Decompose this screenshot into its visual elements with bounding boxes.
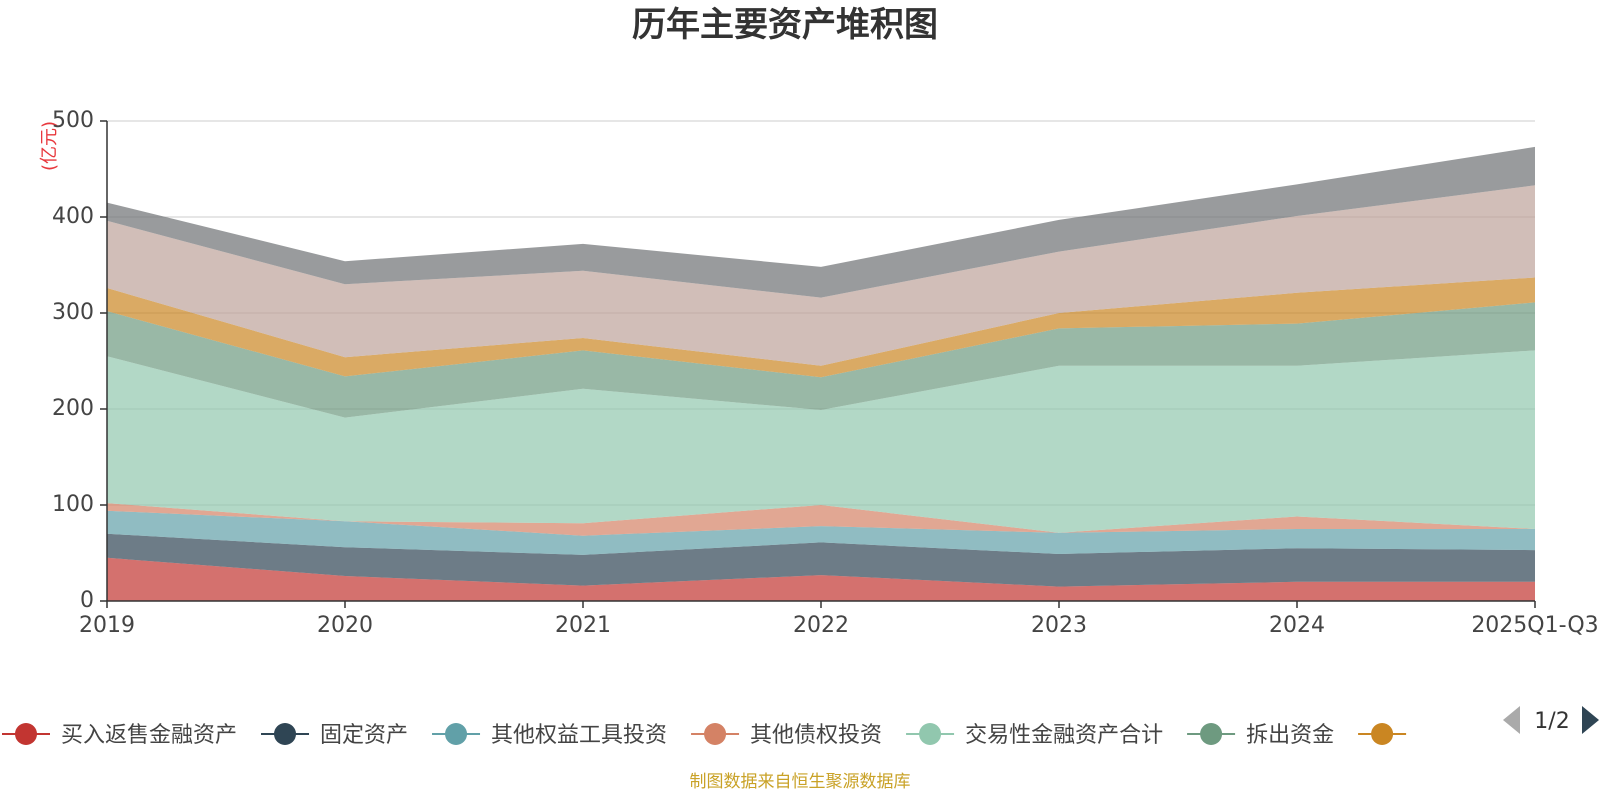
x-tick-label-1: 2020 bbox=[317, 613, 373, 638]
legend-marker-5 bbox=[1200, 723, 1223, 745]
y-axis-unit: (亿元) bbox=[39, 121, 60, 171]
legend-label-4: 交易性金融资产合计 bbox=[965, 723, 1163, 748]
x-axis-ticks: 2019 2020 2021 2022 2023 2024 2025Q1-Q3 bbox=[79, 601, 1599, 638]
legend-pager: 1/2 bbox=[1503, 706, 1599, 734]
legend-item-0[interactable]: 买入返售金融资产 bbox=[2, 723, 237, 748]
area-series-4 bbox=[107, 350, 1535, 533]
legend-item-3[interactable]: 其他债权投资 bbox=[691, 723, 882, 748]
area-series-7 bbox=[107, 185, 1535, 366]
legend-label-2: 其他权益工具投资 bbox=[491, 723, 667, 748]
area-series-5 bbox=[107, 302, 1535, 418]
x-tick-label-4: 2023 bbox=[1031, 613, 1087, 638]
legend-item-2[interactable]: 其他权益工具投资 bbox=[432, 723, 667, 748]
x-tick-label-0: 2019 bbox=[79, 613, 135, 638]
x-tick-label-3: 2022 bbox=[793, 613, 849, 638]
legend-marker-4 bbox=[919, 723, 942, 745]
x-tick-label-5: 2024 bbox=[1269, 613, 1325, 638]
legend-marker-6 bbox=[1371, 723, 1394, 745]
area-series-3 bbox=[107, 503, 1535, 536]
y-axis-ticks: 0 100 200 300 400 500 bbox=[52, 108, 107, 613]
legend-label-0: 买入返售金融资产 bbox=[61, 723, 237, 748]
y-tick-label-4: 400 bbox=[52, 204, 94, 229]
chart-title: 历年主要资产堆积图 bbox=[632, 5, 938, 45]
legend-item-4[interactable]: 交易性金融资产合计 bbox=[906, 723, 1163, 748]
area-series-2 bbox=[107, 510, 1535, 555]
legend-marker-2 bbox=[445, 723, 468, 745]
legend-page-indicator: 1/2 bbox=[1534, 709, 1569, 734]
legend-marker-1 bbox=[274, 723, 297, 745]
y-tick-label-5: 500 bbox=[52, 108, 94, 133]
x-tick-label-2: 2021 bbox=[555, 613, 611, 638]
y-tick-label-0: 0 bbox=[80, 588, 94, 613]
area-series bbox=[107, 146, 1535, 601]
area-series-6 bbox=[107, 277, 1535, 378]
legend-label-1: 固定资产 bbox=[320, 723, 408, 748]
legend-next-icon[interactable] bbox=[1582, 706, 1599, 734]
legend-marker-0 bbox=[15, 723, 37, 745]
legend-item-5[interactable]: 拆出资金 bbox=[1187, 723, 1334, 748]
legend: 买入返售金融资产 固定资产 其他权益工具投资 其他债权投资 交易性金融资产合计 拆出资金 bbox=[2, 723, 1407, 748]
legend-label-3: 其他债权投资 bbox=[750, 723, 882, 748]
area-series-1 bbox=[107, 533, 1535, 587]
legend-item-1[interactable]: 固定资产 bbox=[261, 723, 408, 748]
area-series-0 bbox=[107, 557, 1535, 601]
legend-item-6[interactable] bbox=[1358, 723, 1407, 745]
legend-prev-icon[interactable] bbox=[1503, 706, 1520, 734]
legend-marker-3 bbox=[704, 723, 727, 745]
x-tick-label-6: 2025Q1-Q3 bbox=[1471, 613, 1598, 638]
y-tick-label-2: 200 bbox=[52, 396, 94, 421]
y-tick-label-3: 300 bbox=[52, 300, 94, 325]
legend-label-5: 拆出资金 bbox=[1246, 723, 1334, 748]
data-source-note: 制图数据来自恒生聚源数据库 bbox=[690, 772, 911, 792]
area-series-8 bbox=[107, 146, 1535, 298]
y-tick-label-1: 100 bbox=[52, 492, 94, 517]
